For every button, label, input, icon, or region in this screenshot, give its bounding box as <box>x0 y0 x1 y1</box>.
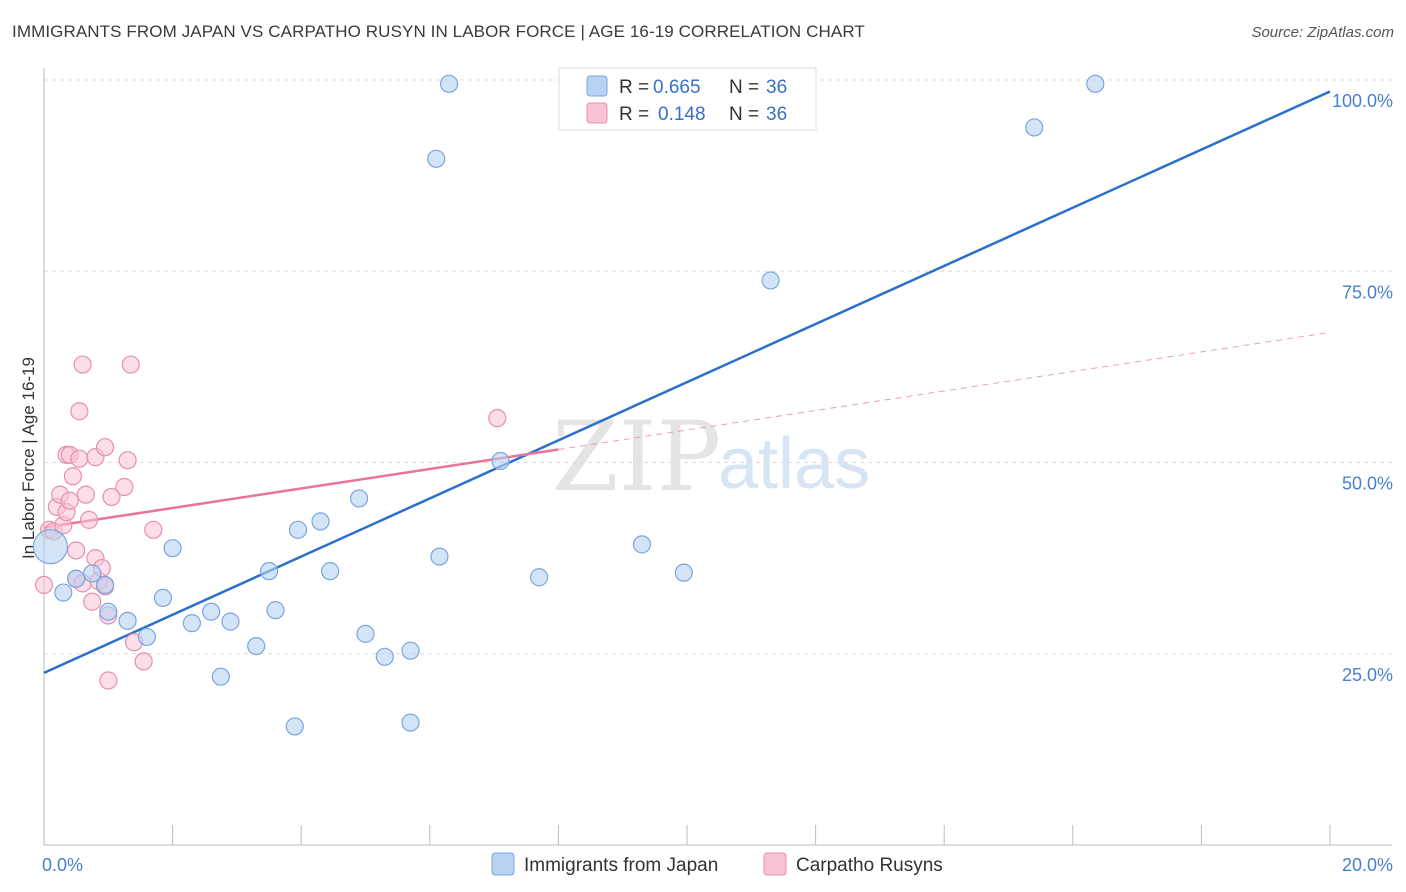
y-tick-label: 50.0% <box>1342 474 1393 494</box>
data-point-japan <box>321 562 340 581</box>
data-point-rusyn <box>99 671 118 690</box>
data-point-japan <box>182 614 201 633</box>
data-point-rusyn <box>67 541 86 560</box>
data-point-rusyn <box>83 592 102 611</box>
data-point-rusyn <box>63 467 83 486</box>
data-point-japan <box>430 547 449 566</box>
data-point-japan <box>439 74 459 93</box>
data-point-rusyn <box>144 520 163 539</box>
legend-r-label-rusyn: R = <box>619 104 649 125</box>
trend-lines <box>43 90 1331 675</box>
legend-n-label-rusyn: N = <box>729 104 759 125</box>
legend-box: R = 0.665 N = 36 R = 0.148 N = 36 <box>558 67 817 131</box>
data-point-japan <box>153 588 173 608</box>
watermark-atlas: atlas <box>718 424 870 504</box>
data-point-japan <box>163 539 182 558</box>
legend-swatch-japan <box>586 75 608 97</box>
trendline-rusyn-dashed <box>558 331 1331 450</box>
data-point-japan <box>54 583 73 602</box>
chart-title: IMMIGRANTS FROM JAPAN VS CARPATHO RUSYN … <box>12 22 865 41</box>
legend-r-label-japan: R = <box>619 77 649 98</box>
data-point-japan <box>401 713 420 732</box>
data-point-japan <box>375 647 394 666</box>
data-point-rusyn <box>102 487 121 507</box>
x-ticks <box>43 825 1331 845</box>
data-point-japan <box>259 562 279 581</box>
y-tick-labels: 25.0% 50.0% 75.0% 100.0% <box>1332 91 1393 685</box>
data-point-japan <box>311 512 330 531</box>
y-tick-label: 100.0% <box>1332 91 1393 111</box>
data-point-rusyn <box>70 402 89 421</box>
data-point-rusyn <box>118 451 137 470</box>
data-point-japan <box>202 602 221 621</box>
data-point-japan <box>349 489 369 508</box>
data-point-japan <box>118 611 137 630</box>
data-point-rusyn <box>60 491 79 510</box>
series-immigrants-from-japan <box>32 74 1105 736</box>
legend-r-value-japan: 0.665 <box>653 77 701 98</box>
data-point-japan <box>401 641 420 660</box>
data-point-japan <box>632 535 652 554</box>
data-point-japan <box>356 624 375 643</box>
data-point-japan <box>288 520 308 539</box>
data-point-rusyn <box>76 485 95 504</box>
data-point-japan <box>137 627 156 647</box>
y-axis-label: In Labor Force | Age 16-19 <box>19 357 38 559</box>
source-credit: Source: ZipAtlas.com <box>1251 24 1394 41</box>
legend-n-value-rusyn: 36 <box>766 104 787 125</box>
data-point-japan <box>491 451 510 471</box>
y-tick-label: 75.0% <box>1342 282 1393 302</box>
data-point-rusyn <box>95 438 115 457</box>
y-tick-label: 25.0% <box>1342 665 1393 685</box>
data-point-japan <box>761 271 780 290</box>
data-point-rusyn <box>70 449 89 468</box>
data-point-japan <box>211 667 230 686</box>
data-point-japan <box>67 569 86 588</box>
data-point-rusyn <box>115 477 134 497</box>
data-point-japan <box>674 563 693 582</box>
data-point-rusyn <box>121 355 140 374</box>
data-point-rusyn <box>73 355 92 374</box>
data-point-rusyn <box>34 575 54 595</box>
data-point-japan <box>32 529 69 565</box>
legend-n-label-japan: N = <box>729 77 759 98</box>
series-carpatho-rusyns <box>34 355 507 690</box>
data-point-japan <box>1086 74 1105 93</box>
data-point-japan <box>530 568 549 587</box>
watermark: ZIP atlas <box>552 401 870 513</box>
x-tick-label: 20.0% <box>1342 855 1393 875</box>
data-point-rusyn <box>134 652 153 671</box>
bottom-legend: Immigrants from Japan Carpatho Rusyns <box>491 852 943 876</box>
data-point-japan <box>99 602 118 621</box>
data-point-japan <box>1025 118 1044 137</box>
trendline-japan <box>43 90 1331 675</box>
trendline-rusyn-solid <box>43 448 559 529</box>
legend-swatch-rusyn <box>586 102 608 124</box>
watermark-zip: ZIP <box>552 401 721 513</box>
data-point-japan <box>221 612 240 631</box>
data-point-japan <box>247 636 266 656</box>
legend-r-value-rusyn: 0.148 <box>658 104 706 125</box>
legend-n-value-japan: 36 <box>766 77 787 98</box>
data-point-japan <box>427 149 446 168</box>
gridlines <box>44 79 1392 655</box>
data-point-japan <box>285 717 304 736</box>
data-point-japan <box>83 564 102 583</box>
bottom-legend-swatch-rusyn <box>763 852 787 876</box>
data-point-rusyn <box>79 510 99 529</box>
bottom-legend-label-rusyn: Carpatho Rusyns <box>796 855 943 876</box>
bottom-legend-swatch-japan <box>491 852 515 876</box>
data-point-rusyn <box>488 409 507 428</box>
data-point-japan <box>95 575 115 595</box>
data-point-japan <box>266 601 285 620</box>
x-tick-labels: 0.0% 20.0% <box>42 855 1393 875</box>
bottom-legend-label-japan: Immigrants from Japan <box>524 855 718 876</box>
axes <box>43 68 1392 846</box>
x-tick-label: 0.0% <box>42 855 83 875</box>
